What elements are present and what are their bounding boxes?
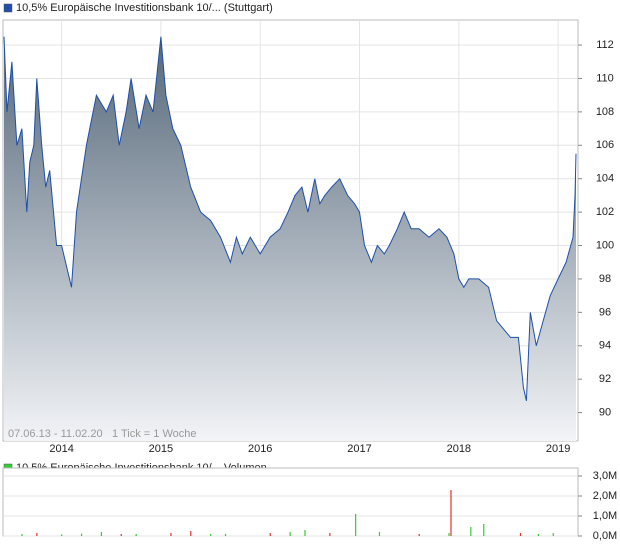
bar <box>61 534 63 536</box>
bar <box>418 534 420 536</box>
x-tick-label: 2018 <box>447 443 471 455</box>
y-tick-label: 3,0M <box>593 470 617 482</box>
bar <box>378 532 381 536</box>
bar <box>519 533 522 536</box>
y-tick-label: 0,0M <box>593 530 617 542</box>
bar <box>537 534 539 536</box>
bar <box>170 533 172 536</box>
bar <box>329 533 331 536</box>
y-tick-label: 102 <box>596 206 614 218</box>
bar <box>450 490 452 536</box>
bar <box>552 533 554 536</box>
range-note: 07.06.13 - 11.02.20 <box>8 428 103 440</box>
y-tick-label: 96 <box>599 306 611 318</box>
bar <box>269 533 271 536</box>
bar <box>120 534 122 536</box>
area <box>4 36 576 441</box>
bar <box>224 534 227 536</box>
x-tick-label: 2016 <box>248 443 272 455</box>
legend-label: 10,5% Europäische Investitionsbank 10/..… <box>16 2 273 14</box>
bar <box>483 524 485 536</box>
y-tick-label: 108 <box>596 106 614 118</box>
y-tick-label: 98 <box>599 273 611 285</box>
y-tick-label: 2,0M <box>593 490 617 502</box>
y-tick-label: 110 <box>596 72 614 84</box>
y-tick-label: 112 <box>596 39 614 51</box>
y-tick-label: 92 <box>599 373 611 385</box>
bar <box>36 533 38 536</box>
x-tick-label: 2017 <box>347 443 371 455</box>
bar <box>190 531 192 536</box>
y-tick-label: 100 <box>596 239 614 251</box>
line <box>3 36 577 402</box>
bar <box>80 533 83 536</box>
bar <box>289 532 291 536</box>
bar <box>448 533 450 536</box>
bar <box>210 534 212 536</box>
x-tick-label: 2014 <box>49 443 73 455</box>
y-tick-label: 94 <box>599 340 611 352</box>
y-tick-label: 104 <box>596 173 614 185</box>
bar <box>470 527 472 536</box>
plot-frame <box>2 467 579 537</box>
bar <box>304 530 306 536</box>
bar <box>135 534 137 536</box>
y-tick-label: 1,0M <box>593 510 617 522</box>
bar <box>100 532 103 536</box>
legend-swatch <box>3 3 13 13</box>
watermark: AKTIEN <box>203 193 277 215</box>
y-tick-label: 90 <box>599 407 611 419</box>
tick-note: 1 Tick = 1 Woche <box>112 428 196 440</box>
x-tick-label: 2019 <box>546 443 570 455</box>
bar <box>355 514 357 536</box>
bar <box>21 534 23 536</box>
x-tick-label: 2015 <box>149 443 173 455</box>
y-tick-label: 106 <box>596 139 614 151</box>
